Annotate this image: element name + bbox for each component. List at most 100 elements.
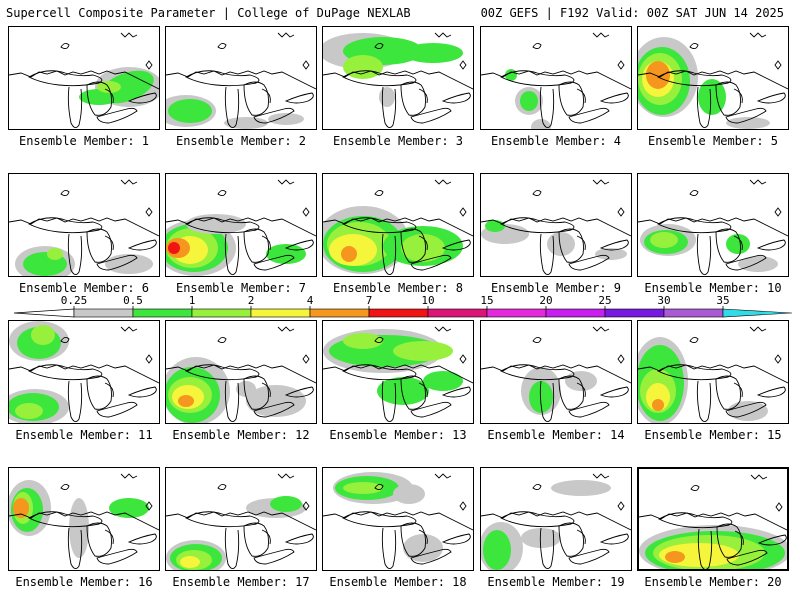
- member-label: Ensemble Member: 20: [644, 575, 782, 589]
- ensemble-member-panel: [322, 467, 474, 571]
- scp-contour: [529, 381, 553, 413]
- ensemble-member-panel: [8, 173, 160, 277]
- scp-contour: [423, 371, 463, 391]
- scp-contour: [377, 377, 429, 405]
- legend-color-bin: [545, 308, 606, 318]
- legend-color-bin: [663, 308, 724, 318]
- legend-color-bin: [191, 308, 252, 318]
- member-label: Ensemble Member: 8: [332, 281, 464, 295]
- scp-contour: [521, 528, 561, 548]
- ensemble-member-panel: [165, 26, 317, 130]
- ensemble-member-panel: [8, 26, 160, 130]
- scp-contour: [69, 498, 89, 558]
- scp-contour: [485, 220, 505, 232]
- ensemble-member-panel: [637, 467, 789, 571]
- member-map: [481, 32, 631, 129]
- scp-contour: [379, 87, 395, 107]
- scp-contour: [270, 496, 302, 512]
- ensemble-member-panel: [480, 467, 632, 571]
- member-map: [638, 326, 788, 423]
- legend-tick-label: 15: [480, 295, 493, 307]
- member-map: [166, 179, 316, 276]
- legend-min-arrow: [13, 308, 75, 318]
- member-label: Ensemble Member: 6: [18, 281, 150, 295]
- ensemble-member-panel: [637, 26, 789, 130]
- scp-contour: [650, 232, 678, 248]
- scp-contour: [343, 333, 383, 349]
- scp-contour: [341, 246, 357, 262]
- legend-color-bin: [722, 308, 793, 318]
- member-map: [323, 32, 473, 128]
- legend-color-bin: [486, 308, 547, 318]
- scp-contour: [266, 244, 306, 264]
- member-label: Ensemble Member: 14: [487, 428, 625, 442]
- scp-contour: [236, 381, 256, 397]
- scp-contour: [665, 551, 685, 563]
- legend-tick-label: 0.5: [123, 295, 143, 307]
- member-map: [166, 32, 316, 129]
- legend-color-bin: [427, 308, 488, 318]
- member-label: Ensemble Member: 12: [172, 428, 310, 442]
- scp-contour: [595, 248, 627, 260]
- member-map: [639, 474, 787, 569]
- ensemble-member-panel: [637, 173, 789, 277]
- ensemble-member-panel: [322, 26, 474, 130]
- scp-contour: [726, 117, 770, 129]
- scp-contour: [343, 482, 383, 494]
- member-label: Ensemble Member: 3: [332, 134, 464, 148]
- legend-tick-label: 2: [248, 295, 255, 307]
- scp-contour: [726, 234, 750, 254]
- scp-contour: [105, 254, 153, 274]
- scp-contour: [551, 480, 611, 496]
- member-label: Ensemble Member: 4: [490, 134, 622, 148]
- ensemble-member-panel: [8, 320, 160, 424]
- member-label: Ensemble Member: 9: [490, 281, 622, 295]
- scp-contour: [97, 81, 121, 93]
- member-label: Ensemble Member: 13: [329, 428, 467, 442]
- scp-contour: [168, 99, 212, 123]
- scp-contour: [393, 484, 425, 504]
- legend-tick-label: 4: [307, 295, 314, 307]
- scp-contour: [268, 113, 304, 125]
- legend-tick-label: 0.25: [61, 295, 88, 307]
- member-label: Ensemble Member: 10: [644, 281, 782, 295]
- scp-contour: [646, 61, 670, 89]
- scp-contour: [565, 371, 597, 391]
- member-map: [481, 473, 631, 570]
- member-map: [323, 179, 473, 275]
- scp-contour: [547, 232, 575, 256]
- member-label: Ensemble Member: 5: [647, 134, 779, 148]
- map-title: Supercell Composite Parameter | College …: [6, 6, 411, 20]
- legend-color-bin: [73, 308, 134, 318]
- member-map: [638, 32, 788, 129]
- legend-tick-label: 25: [598, 295, 611, 307]
- member-label: Ensemble Member: 11: [15, 428, 153, 442]
- scp-contour: [178, 395, 194, 407]
- run-valid-time: 00Z GEFS | F192 Valid: 00Z SAT JUN 14 20…: [480, 6, 784, 20]
- legend-color-bin: [604, 308, 665, 318]
- scp-contour: [13, 498, 29, 518]
- member-label: Ensemble Member: 1: [18, 134, 150, 148]
- scp-contour: [646, 383, 670, 411]
- member-map: [323, 472, 473, 569]
- ensemble-member-panel: [480, 26, 632, 130]
- legend-tick-label: 7: [366, 295, 373, 307]
- scp-contour: [186, 214, 246, 234]
- legend-tick-label: 10: [421, 295, 434, 307]
- legend-color-bin: [132, 308, 193, 318]
- legend-tick-label: 1: [189, 295, 196, 307]
- legend-tick-label: 35: [716, 295, 729, 307]
- ensemble-member-panel: [480, 173, 632, 277]
- scp-contour: [31, 325, 55, 345]
- legend-tick-label: 30: [657, 295, 670, 307]
- scp-contour: [47, 248, 63, 260]
- member-map: [481, 179, 631, 275]
- ensemble-member-panel: [165, 320, 317, 424]
- scp-contour: [403, 534, 443, 562]
- color-scale-legend: 0.25 0.5 1 2 4 7 10 15 20 25 30 35: [0, 295, 800, 325]
- member-label: Ensemble Member: 7: [175, 281, 307, 295]
- ensemble-member-panel: [637, 320, 789, 424]
- legend-colorbar: 0.25 0.5 1 2 4 7 10 15 20 25 30 35: [13, 295, 793, 318]
- member-label: Ensemble Member: 2: [175, 134, 307, 148]
- member-map: [166, 473, 316, 570]
